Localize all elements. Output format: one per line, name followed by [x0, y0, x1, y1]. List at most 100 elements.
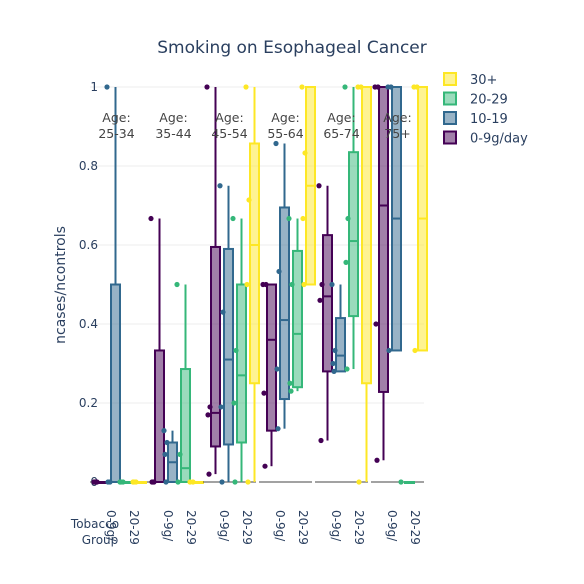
x-tick-label: 20-29	[352, 510, 366, 545]
data-point	[206, 471, 212, 477]
age-panel: Age: 25-34 0-9g/20-29	[90, 84, 147, 545]
data-point	[330, 360, 336, 367]
box-iqr	[110, 283, 121, 483]
data-point	[243, 84, 249, 90]
legend[interactable]: 30+ 20-29 10-19 0-9g/day	[443, 72, 528, 147]
legend-label: 30+	[470, 73, 497, 88]
data-point	[218, 404, 224, 410]
box-30+	[355, 84, 372, 485]
data-point	[163, 479, 169, 485]
x-tick-label: 0-9g/	[217, 510, 231, 542]
data-point	[301, 281, 307, 288]
data-point	[220, 309, 226, 315]
box-10-19	[217, 183, 234, 485]
x-axis-label: Tobacco Group	[70, 517, 119, 547]
data-point	[275, 426, 281, 432]
y-tick-label: 1	[90, 80, 98, 94]
x-tick-label: 0-9g/	[104, 510, 118, 542]
legend-swatch	[443, 72, 457, 86]
x-tick-label: 0-9g/	[161, 510, 175, 542]
box-10-19	[161, 428, 178, 485]
data-point	[274, 366, 280, 372]
data-point	[273, 140, 279, 147]
data-point	[286, 215, 292, 222]
box-0-9g/day	[91, 479, 108, 485]
box-iqr	[292, 249, 303, 389]
legend-item[interactable]: 30+	[443, 72, 497, 88]
data-point	[261, 390, 267, 396]
y-tick-label: 0.4	[79, 317, 98, 331]
data-point	[263, 281, 269, 288]
box-10-19	[385, 84, 402, 354]
data-point	[300, 215, 306, 222]
data-point	[329, 281, 335, 288]
box-10-19	[104, 84, 121, 485]
box-iqr	[279, 206, 290, 401]
x-tick-label: 20-29	[296, 510, 310, 545]
box-20-29	[286, 215, 303, 394]
x-tick-label: 20-29	[127, 510, 141, 545]
data-point	[332, 347, 338, 354]
data-point	[204, 84, 210, 90]
box-iqr	[322, 234, 333, 373]
box-30+	[411, 84, 428, 354]
data-point	[374, 457, 380, 463]
box-10-19	[329, 281, 346, 374]
data-point	[262, 463, 268, 469]
box-iqr	[154, 349, 165, 483]
box-20-29	[174, 281, 191, 485]
box-20-29	[342, 84, 359, 372]
legend-item[interactable]: 0-9g/day	[443, 130, 528, 147]
x-tick-label: 0-9g/	[329, 510, 343, 542]
box-iqr	[266, 283, 277, 432]
data-point	[231, 400, 237, 406]
data-point	[318, 437, 324, 444]
data-point	[219, 479, 225, 485]
data-point	[343, 259, 349, 265]
data-point	[245, 479, 251, 485]
box-iqr	[335, 317, 346, 373]
y-axis-ticks: 00.20.40.60.81	[79, 80, 98, 489]
legend-item[interactable]: 20-29	[443, 91, 508, 108]
data-point	[93, 479, 99, 485]
data-point	[388, 84, 394, 90]
panel-age-label: Age: 35-44	[155, 110, 191, 141]
legend-label: 0-9g/day	[470, 132, 528, 147]
y-axis-label: ncases/ncontrols	[53, 226, 69, 344]
box-0-9g/day	[204, 84, 221, 477]
box-iqr	[180, 368, 191, 483]
data-point	[299, 84, 305, 90]
data-point	[289, 281, 295, 288]
legend-swatch	[443, 111, 457, 125]
data-point	[105, 479, 111, 485]
data-point	[386, 347, 392, 354]
data-point	[148, 215, 154, 222]
data-point	[217, 183, 223, 189]
x-tick-label: 20-29	[408, 510, 422, 545]
data-point	[104, 84, 110, 90]
chart-title: Smoking on Esophageal Cancer	[157, 38, 427, 58]
data-point	[288, 388, 294, 394]
x-tick-label: 20-29	[240, 510, 254, 545]
box-20-29	[398, 479, 415, 485]
x-tick-label: 0-9g/	[273, 510, 287, 542]
data-point	[276, 268, 282, 275]
data-point	[177, 451, 183, 457]
data-point	[174, 281, 180, 288]
panel-age-label: Age: 25-34	[98, 110, 134, 141]
box-0-9g/day	[260, 281, 277, 469]
data-point	[232, 479, 238, 485]
panel-age-label: Age: 45-54	[211, 110, 247, 141]
data-point	[302, 150, 308, 156]
data-point	[345, 215, 351, 222]
data-point	[162, 451, 168, 457]
age-panel: Age: 35-44 0-9g/20-29	[147, 110, 204, 545]
legend-item[interactable]: 10-19	[443, 111, 508, 127]
data-point	[246, 197, 252, 203]
box-iqr	[223, 247, 234, 446]
box-20-29	[230, 215, 247, 485]
data-point	[164, 439, 170, 446]
box-iqr	[378, 86, 389, 393]
